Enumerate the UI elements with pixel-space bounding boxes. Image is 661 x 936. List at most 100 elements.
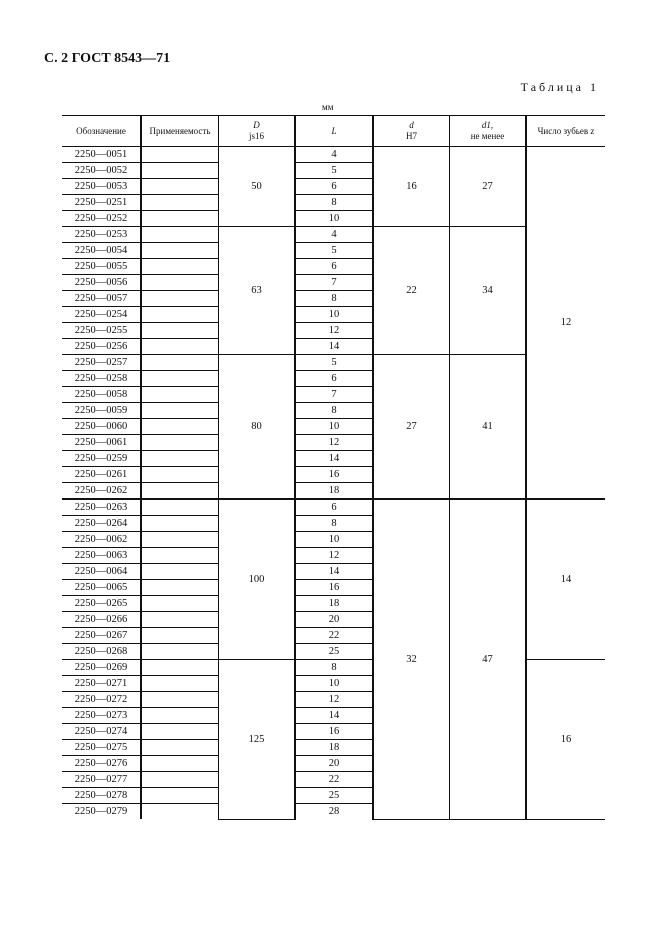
- table-row: 2250—0256 14: [62, 338, 605, 355]
- designation-cell: 2250—0060: [62, 418, 141, 435]
- D-cell: 50: [218, 146, 295, 227]
- z-cell: 12: [525, 146, 605, 500]
- page-header: С. 2 ГОСТ 8543—71: [44, 51, 171, 66]
- designation-cell: 2250—0273: [62, 707, 141, 724]
- d1-cell: 47: [449, 498, 526, 820]
- designation-cell: 2250—0057: [62, 290, 141, 307]
- applicability-cell: [140, 194, 219, 211]
- table-row: 2250—0065 16: [62, 579, 605, 596]
- applicability-cell: [140, 258, 219, 275]
- designation-cell: 2250—0059: [62, 402, 141, 419]
- L-cell: 8: [294, 515, 374, 532]
- table-row: 2250—0261 16: [62, 466, 605, 483]
- designation-cell: 2250—0055: [62, 258, 141, 275]
- col-L: L: [294, 115, 374, 147]
- L-cell: 5: [294, 242, 374, 259]
- unit-label: мм: [322, 102, 334, 112]
- designation-cell: 2250—0272: [62, 691, 141, 708]
- applicability-cell: [140, 354, 219, 371]
- L-cell: 10: [294, 675, 374, 692]
- designation-cell: 2250—0054: [62, 242, 141, 259]
- table-row: 2250—0271 10: [62, 675, 605, 692]
- designation-cell: 2250—0276: [62, 755, 141, 772]
- table-row: 2250—0274 16: [62, 723, 605, 740]
- applicability-cell: [140, 563, 219, 580]
- designation-cell: 2250—0266: [62, 611, 141, 628]
- table-row: 2250—0057 8: [62, 290, 605, 307]
- applicability-cell: [140, 515, 219, 532]
- designation-cell: 2250—0051: [62, 146, 141, 163]
- applicability-cell: [140, 771, 219, 788]
- z-cell: 14: [525, 498, 605, 660]
- L-cell: 16: [294, 466, 374, 483]
- designation-cell: 2250—0269: [62, 659, 141, 676]
- table-row: 2250—0052 5: [62, 162, 605, 179]
- col-D-tolerance: js16: [248, 131, 264, 141]
- L-cell: 6: [294, 370, 374, 387]
- applicability-cell: [140, 466, 219, 483]
- designation-cell: 2250—0254: [62, 306, 141, 323]
- designation-cell: 2250—0251: [62, 194, 141, 211]
- designation-cell: 2250—0279: [74, 806, 128, 817]
- L-cell: 10: [294, 418, 374, 435]
- L-cell: 16: [294, 723, 374, 740]
- applicability-cell: [140, 274, 219, 291]
- applicability-cell: [140, 611, 219, 628]
- L-cell: 14: [294, 563, 374, 580]
- applicability-cell: [140, 643, 219, 660]
- table-row: 2250—0268 25: [62, 643, 605, 660]
- L-cell: 12: [294, 434, 374, 451]
- table-row: 2250—0253 63 4 22 34: [62, 226, 605, 355]
- applicability-cell: [140, 322, 219, 339]
- L-cell: 6: [294, 498, 374, 516]
- designation-cell: 2250—0261: [62, 466, 141, 483]
- table-row: 2250—0053 6: [62, 178, 605, 195]
- d-cell: 22: [373, 226, 450, 355]
- applicability-cell: [140, 547, 219, 564]
- D-cell: 80: [218, 354, 295, 500]
- d1-cell: 34: [449, 226, 526, 355]
- designation-cell: 2250—0252: [62, 210, 141, 227]
- d-cell: 27: [373, 354, 450, 500]
- table-row: 2250—0267 22: [62, 627, 605, 644]
- applicability-cell: [140, 434, 219, 451]
- designation-cell: 2250—0267: [62, 627, 141, 644]
- applicability-cell: [140, 162, 219, 179]
- applicability-cell: [140, 370, 219, 387]
- table-row: 2250—0254 10: [62, 306, 605, 323]
- designation-cell: 2250—0052: [62, 162, 141, 179]
- applicability-cell: [140, 498, 219, 516]
- table-row: 2250—0258 6: [62, 370, 605, 387]
- d1-cell: 27: [449, 146, 526, 227]
- applicability-cell: [140, 386, 219, 403]
- table-row: 2250—0055 6: [62, 258, 605, 275]
- z-cell: 16: [525, 659, 605, 820]
- L-cell: 6: [294, 258, 374, 275]
- L-cell: 22: [294, 627, 374, 644]
- designation-cell: 2250—0257: [62, 354, 141, 371]
- table-row: 2250—0061 12: [62, 434, 605, 451]
- D-cell: 125: [218, 659, 295, 820]
- designation-cell: 2250—0058: [62, 386, 141, 403]
- L-cell: 22: [294, 771, 374, 788]
- d1-cell: 41: [449, 354, 526, 500]
- table-row: 2250—0262 18: [62, 482, 605, 500]
- designation-cell: 2250—0278: [62, 787, 141, 804]
- d-cell: 16: [373, 146, 450, 227]
- table-row: 2250—0273 14: [62, 707, 605, 724]
- table-row: 2250—0059 8: [62, 402, 605, 419]
- table-row: 2250—0056 7: [62, 274, 605, 291]
- table-row: 2250—0276 20: [62, 755, 605, 772]
- col-D-symbol: D: [253, 120, 260, 130]
- designation-cell: 2250—0061: [62, 434, 141, 451]
- col-d1-note: не менее: [470, 131, 505, 141]
- applicability-cell: [140, 739, 219, 756]
- col-d1-symbol: d1,: [481, 120, 494, 130]
- table-row: 2250—0269 125 8 16: [62, 659, 605, 820]
- designation-cell: 2250—0268: [62, 643, 141, 660]
- table-row: 2250—0054 5: [62, 242, 605, 259]
- L-cell: 12: [294, 322, 374, 339]
- designation-cell: 2250—0256: [62, 338, 141, 355]
- L-cell: 14: [294, 338, 374, 355]
